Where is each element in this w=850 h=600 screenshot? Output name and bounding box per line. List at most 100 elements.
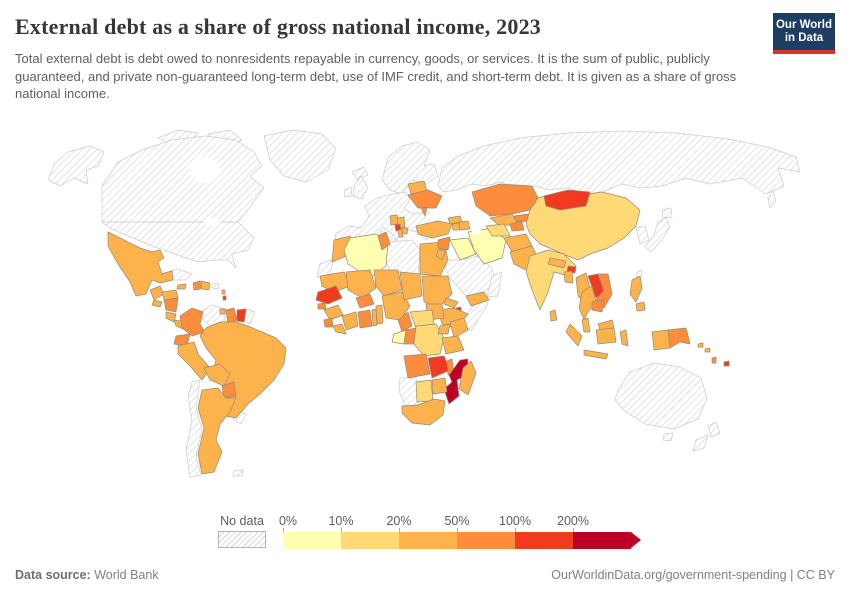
country-gabon[interactable] — [391, 329, 407, 345]
country-peru[interactable] — [177, 341, 211, 381]
country-tajikistan[interactable] — [509, 221, 525, 232]
country-china[interactable] — [525, 191, 641, 261]
country-bosnia-and-herzegovina[interactable] — [389, 214, 399, 226]
country-azerbaijan[interactable] — [458, 220, 471, 231]
country-senegal[interactable] — [315, 285, 343, 305]
country-paraguay[interactable] — [221, 381, 237, 399]
country-mali[interactable] — [345, 269, 377, 299]
country-nepal[interactable] — [547, 257, 567, 269]
legend-bin-50-100[interactable] — [457, 532, 515, 549]
legend-bin-10-20[interactable] — [341, 532, 399, 549]
country-vietnam[interactable] — [595, 273, 613, 309]
country-falkland-islands[interactable] — [232, 469, 244, 477]
country-ghana[interactable] — [357, 309, 373, 329]
country-north-macedonia[interactable] — [401, 227, 409, 235]
country-costa-rica[interactable] — [165, 311, 177, 323]
country-chad[interactable] — [399, 271, 423, 301]
owid-logo[interactable]: Our World in Data — [773, 13, 835, 54]
country-dominican-republic[interactable] — [200, 280, 211, 291]
country-taiwan[interactable] — [635, 269, 643, 280]
country-indonesia-papua[interactable] — [651, 329, 671, 351]
country-lesser-antilles-b[interactable] — [222, 295, 227, 301]
country-iraq[interactable] — [449, 237, 477, 261]
country-suriname[interactable] — [236, 308, 247, 323]
country-bolivia[interactable] — [203, 363, 231, 387]
legend-bin-20-50[interactable] — [399, 532, 457, 549]
country-ireland[interactable] — [343, 186, 353, 198]
country-solomon-islands-b[interactable] — [704, 347, 711, 353]
country-australia-tasmania[interactable] — [662, 432, 674, 442]
country-malaysia-peninsula[interactable] — [581, 317, 591, 333]
country-australia[interactable] — [614, 362, 708, 430]
country-greenland[interactable] — [263, 129, 337, 183]
country-brazil[interactable] — [199, 321, 287, 419]
country-thailand[interactable] — [578, 285, 597, 321]
country-russia-sakhalin[interactable] — [767, 189, 777, 209]
country-benin[interactable] — [375, 304, 384, 325]
country-russia[interactable] — [437, 130, 801, 195]
country-vanuatu[interactable] — [711, 356, 717, 364]
country-bangladesh[interactable] — [563, 270, 574, 284]
country-fiji[interactable] — [723, 360, 730, 367]
country-uganda[interactable] — [437, 323, 451, 335]
country-moldova[interactable] — [420, 206, 428, 217]
country-turkmenistan[interactable] — [485, 223, 511, 237]
country-angola[interactable] — [403, 353, 431, 379]
country-turkey[interactable] — [415, 220, 453, 239]
country-kenya[interactable] — [449, 317, 469, 339]
country-sri-lanka[interactable] — [549, 309, 558, 322]
country-japan-hokkaido[interactable] — [661, 207, 673, 219]
country-cameroon[interactable] — [397, 311, 413, 333]
country-nigeria[interactable] — [381, 291, 411, 321]
country-madagascar[interactable] — [458, 360, 477, 396]
country-philippines-mindanao[interactable] — [635, 301, 646, 312]
country-united-kingdom[interactable] — [352, 175, 369, 200]
country-burkina-faso[interactable] — [355, 293, 375, 309]
country-ukraine[interactable] — [407, 189, 443, 209]
country-togo[interactable] — [371, 308, 378, 327]
country-indonesia-sumatra[interactable] — [565, 323, 583, 347]
legend-bin-0-10[interactable] — [283, 532, 341, 549]
legend-bin-100-200[interactable] — [515, 532, 573, 549]
country-argentina[interactable] — [197, 387, 237, 475]
country-zambia[interactable] — [427, 355, 451, 379]
country-syria[interactable] — [437, 236, 451, 251]
country-botswana[interactable] — [415, 379, 434, 403]
country-cote-divoire[interactable] — [341, 311, 359, 331]
country-jordan[interactable] — [435, 249, 447, 261]
country-united-states[interactable] — [101, 221, 255, 269]
country-mexico[interactable] — [107, 231, 174, 297]
country-kazakhstan[interactable] — [471, 183, 539, 217]
country-alaska[interactable] — [47, 145, 105, 187]
country-nicaragua[interactable] — [163, 297, 179, 313]
country-trinidad-and-tobago[interactable] — [219, 308, 226, 315]
country-new-zealand-north[interactable] — [707, 421, 721, 438]
country-mongolia[interactable] — [543, 189, 591, 211]
country-lesser-antilles-a[interactable] — [221, 289, 226, 295]
country-korea[interactable] — [635, 225, 650, 245]
country-colombia[interactable] — [179, 307, 206, 337]
country-eritrea[interactable] — [443, 297, 459, 309]
country-democratic-republic-of-congo[interactable] — [413, 323, 445, 357]
country-chile[interactable] — [185, 379, 203, 478]
country-mauritania[interactable] — [319, 271, 351, 293]
country-new-zealand-south[interactable] — [692, 434, 709, 452]
country-oman[interactable] — [486, 271, 503, 298]
country-armenia[interactable] — [451, 222, 461, 231]
country-philippines-luzon[interactable] — [629, 275, 643, 303]
country-indonesia-kalimantan[interactable] — [595, 327, 617, 345]
country-south-africa[interactable] — [401, 398, 446, 426]
country-guinea[interactable] — [323, 304, 344, 321]
country-cambodia[interactable] — [591, 299, 605, 313]
legend-bin-200-plus[interactable] — [573, 532, 631, 549]
attribution[interactable]: OurWorldinData.org/government-spending |… — [551, 568, 835, 582]
country-indonesia-java[interactable] — [583, 349, 609, 360]
country-haiti[interactable] — [192, 280, 202, 291]
country-indonesia-sulawesi[interactable] — [619, 329, 629, 347]
country-namibia[interactable] — [398, 377, 419, 408]
country-japan[interactable] — [644, 217, 671, 253]
country-niger[interactable] — [373, 269, 403, 297]
country-puerto-rico[interactable] — [211, 283, 220, 290]
country-liberia[interactable] — [332, 323, 347, 335]
country-zimbabwe[interactable] — [431, 377, 448, 395]
